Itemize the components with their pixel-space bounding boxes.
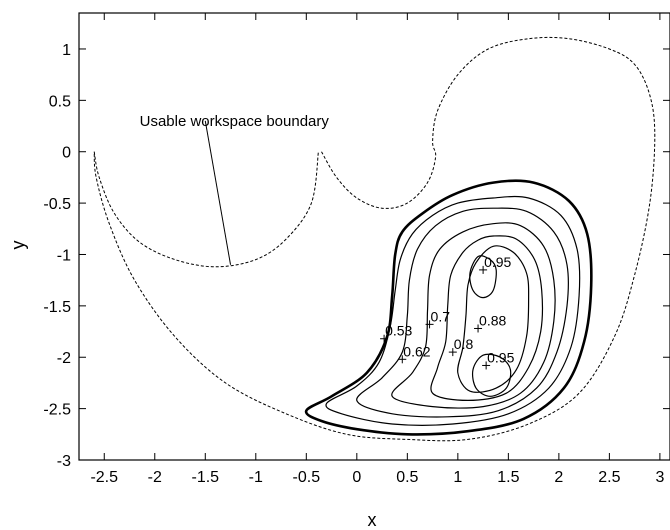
y-axis-ticks: 1 0.5 0 -0.5 -1 -1.5 -2 -2.5 -3 — [43, 42, 670, 470]
contour-value-marker — [380, 334, 389, 343]
contour-line — [356, 207, 569, 418]
x-tick-label: 1.5 — [497, 469, 519, 486]
contour-line — [391, 222, 556, 409]
contour-value-marker — [482, 361, 491, 370]
contour-line — [430, 235, 544, 402]
y-tick-label: 0 — [62, 145, 71, 162]
x-tick-label: -1.5 — [191, 469, 219, 486]
x-tick-label: 0.5 — [396, 469, 418, 486]
y-tick-label: 0.5 — [49, 93, 71, 110]
x-axis-label: x — [368, 510, 377, 530]
x-tick-label: 1 — [453, 469, 462, 486]
annotation-pointer — [204, 120, 232, 265]
outer-contour-line — [304, 179, 593, 436]
y-tick-label: 1 — [62, 42, 71, 59]
contour-value-marker — [398, 355, 407, 364]
contour-value-marker — [425, 320, 434, 329]
y-tick-label: -2 — [57, 350, 71, 367]
contour-line — [457, 245, 530, 393]
x-tick-label: -1 — [249, 469, 263, 486]
y-tick-label: -0.5 — [43, 196, 71, 213]
y-tick-label: -2.5 — [43, 402, 71, 419]
x-tick-label: 3 — [655, 469, 664, 486]
contour-value-label: 0.53 — [385, 323, 412, 339]
contour-value-marker — [479, 265, 488, 274]
series-layer — [93, 36, 656, 442]
y-tick-label: -1 — [57, 247, 71, 264]
workspace-boundary-line — [93, 36, 656, 442]
contour-value-label: 0.88 — [479, 312, 506, 328]
contour-value-label: 0.95 — [484, 254, 511, 270]
workspace-boundary-line — [93, 151, 319, 268]
x-tick-label: 0 — [352, 469, 361, 486]
contour-value-label: 0.62 — [403, 343, 430, 359]
contour-value-label: 0.7 — [431, 308, 451, 324]
contour-labels: 0.95 0.88 0.70.8 0.95 0.53 0.62 — [380, 254, 515, 370]
y-tick-label: -3 — [57, 453, 71, 470]
x-tick-label: -2.5 — [90, 469, 118, 486]
contour-line — [471, 353, 512, 397]
annotation-text: Usable workspace boundary — [140, 113, 330, 130]
x-tick-label: -0.5 — [293, 469, 321, 486]
x-tick-label: 2 — [554, 469, 563, 486]
plot-frame — [78, 12, 670, 461]
contour-value-marker — [448, 348, 457, 357]
contour-value-marker — [474, 324, 483, 333]
y-axis-label: y — [8, 241, 28, 250]
x-axis-ticks: -2.5 -2 -1.5 -1 -0.5 0 0.5 1 1.5 2 2.5 3 — [90, 13, 664, 486]
y-tick-label: -1.5 — [43, 299, 71, 316]
contour-value-label: 0.95 — [487, 349, 514, 365]
contour-value-label: 0.8 — [454, 336, 474, 352]
contour-line — [325, 195, 581, 426]
x-tick-label: 2.5 — [598, 469, 620, 486]
contour-line — [469, 255, 497, 299]
x-tick-label: -2 — [148, 469, 162, 486]
